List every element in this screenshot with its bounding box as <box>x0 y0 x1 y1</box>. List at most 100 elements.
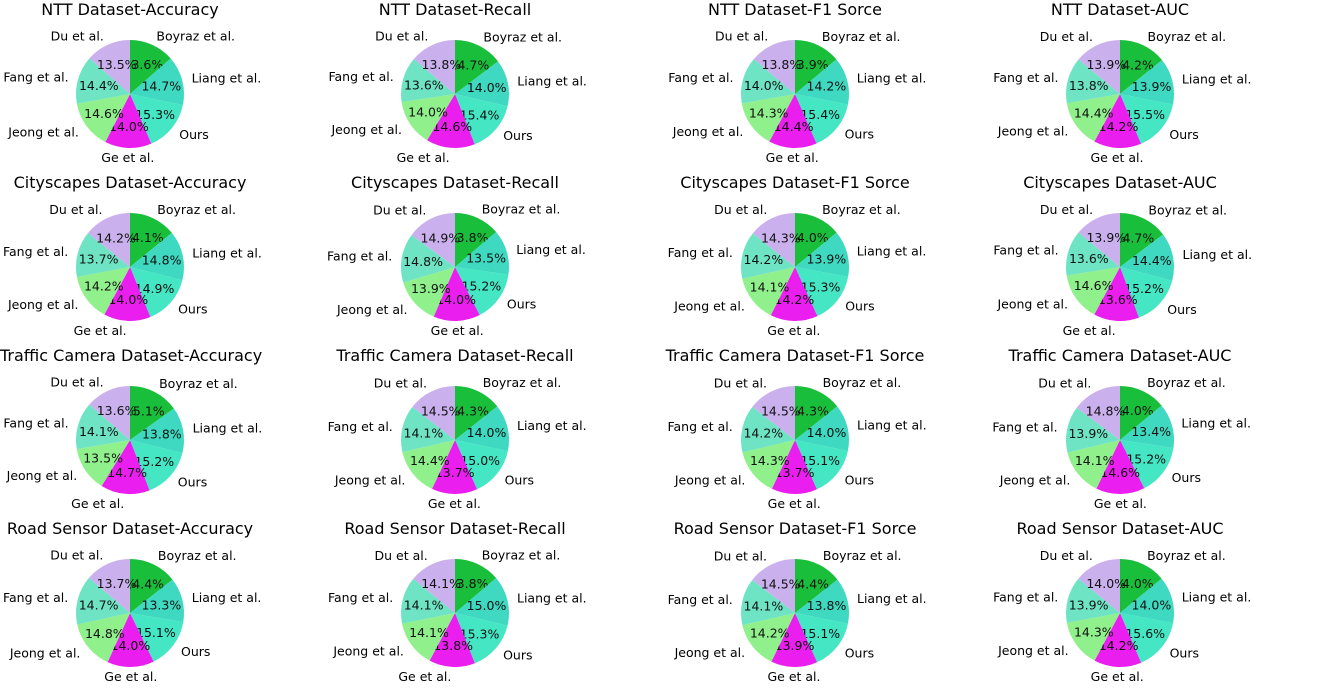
slice-category-label: Liang et al. <box>193 421 263 436</box>
slice-percent-label: 14.1% <box>404 598 444 613</box>
slice-percent-label: 14.0% <box>467 425 507 440</box>
slice-percent-label: 14.8% <box>403 254 443 269</box>
slice-percent-label: 13.9% <box>1069 597 1109 612</box>
slice-category-label: Du et al. <box>50 375 103 390</box>
chart-title: NTT Dataset-AUC <box>1050 0 1190 19</box>
pie-chart: 14.7% Boyraz et al. 14.4% Liang et al. 15.2%… <box>993 202 1252 338</box>
pie-chart: 15.1% Boyraz et al. 13.8% Liang et al. 15.2%… <box>3 375 263 512</box>
pie-slice-fang-et-al <box>401 234 455 283</box>
pie-slice-fang-et-al <box>76 404 130 450</box>
slice-percent-label: 13.9% <box>1068 426 1108 441</box>
pie-slice-jeong-et-al <box>1066 94 1120 142</box>
pie-slice-ours <box>130 267 183 318</box>
slice-category-label: Boyraz et al. <box>1147 375 1226 390</box>
slice-percent-label: 14.5% <box>761 576 801 591</box>
slice-category-label: Du et al. <box>51 28 104 43</box>
slice-percent-label: 14.2% <box>1114 57 1154 72</box>
slice-category-label: Ge et al. <box>1094 496 1147 511</box>
slice-percent-label: 14.8% <box>1086 404 1126 419</box>
slice-percent-label: 15.2% <box>1126 452 1166 467</box>
pie-panel-traffic-camera-dataset-f1-sorce: Traffic Camera Dataset-F1 Sorce 14.3% Boyr… <box>665 346 1005 517</box>
slice-percent-label: 14.0% <box>789 230 829 245</box>
slice-category-label: Du et al. <box>714 548 767 563</box>
slice-percent-label: 14.8% <box>85 626 125 641</box>
slice-category-label: Ge et al. <box>104 669 157 684</box>
pie-slice-boyraz-et-al <box>455 213 497 267</box>
slice-category-label: Liang et al. <box>857 244 927 259</box>
pie-slice-boyraz-et-al <box>130 386 174 440</box>
pie-slice-liang-et-al <box>455 61 510 107</box>
slice-percent-label: 14.0% <box>467 80 507 95</box>
pie-slice-fang-et-al <box>76 58 130 104</box>
slice-category-label: Jeong et al. <box>674 645 746 660</box>
slice-category-label: Liang et al. <box>517 73 587 88</box>
chart-title: NTT Dataset-Accuracy <box>41 0 219 19</box>
slice-category-label: Fang et al. <box>668 70 733 85</box>
slice-category-label: Ge et al. <box>74 323 127 338</box>
slice-category-label: Fang et al. <box>328 419 393 434</box>
slice-percent-label: 13.7% <box>79 252 119 267</box>
pie-slice-liang-et-al <box>1120 234 1175 281</box>
slice-category-label: Liang et al. <box>857 71 927 86</box>
slice-category-label: Jeong et al. <box>9 646 81 661</box>
pie-panel-ntt-dataset-accuracy: NTT Dataset-Accuracy 13.6% Boyraz et al. 14… <box>0 0 340 171</box>
pie-slice-ours <box>1120 440 1174 489</box>
slice-category-label: Ge et al. <box>1091 669 1144 684</box>
pie-slice-fang-et-al <box>75 233 130 277</box>
slice-percent-label: 13.8% <box>449 576 489 591</box>
slice-category-label: Liang et al. <box>192 246 262 261</box>
pie-chart: 14.3% Boyraz et al. 14.0% Liang et al. 15.1%… <box>667 375 926 511</box>
pie-slice-boyraz-et-al <box>1120 213 1164 267</box>
pie-slice-boyraz-et-al <box>130 40 171 94</box>
slice-percent-label: 13.8% <box>449 230 489 245</box>
slice-category-label: Du et al. <box>374 548 427 563</box>
slice-percent-label: 14.6% <box>84 106 124 121</box>
pie-slice-liang-et-al <box>795 579 849 624</box>
pie-slice-ge-et-al <box>771 613 818 668</box>
slice-percent-label: 13.9% <box>1086 230 1126 245</box>
slice-category-label: Ours <box>845 473 874 488</box>
slice-category-label: Du et al. <box>714 375 767 390</box>
slice-category-label: Ge et al. <box>397 150 450 165</box>
slice-percent-label: 14.1% <box>404 426 444 441</box>
slice-category-label: Jeong et al. <box>997 643 1069 658</box>
slice-category-label: Jeong et al. <box>997 124 1069 139</box>
slice-percent-label: 15.5% <box>1125 107 1165 122</box>
pie-slice-ge-et-al <box>101 440 150 494</box>
pie-slice-liang-et-al <box>795 406 849 452</box>
pie-slice-ours <box>455 267 509 316</box>
pie-slice-ge-et-al <box>107 613 154 668</box>
slice-percent-label: 14.1% <box>124 230 164 245</box>
pie-slice-ours <box>795 267 849 317</box>
pie-panel-traffic-camera-dataset-auc: Traffic Camera Dataset-AUC 14.0% Boyraz et… <box>990 346 1325 517</box>
slice-percent-label: 13.5% <box>97 57 137 72</box>
pie-panel-road-sensor-dataset-f1-sorce: Road Sensor Dataset-F1 Sorce 14.4% Boyraz … <box>665 519 1005 690</box>
slice-category-label: Liang et al. <box>192 590 262 605</box>
slice-percent-label: 14.9% <box>421 231 461 246</box>
slice-percent-label: 14.3% <box>761 230 801 245</box>
pie-slice-ours <box>795 440 848 490</box>
slice-percent-label: 14.2% <box>1099 638 1139 653</box>
slice-category-label: Fang et al. <box>992 420 1057 435</box>
slice-category-label: Fang et al. <box>668 592 733 607</box>
pie-slice-ge-et-al <box>433 267 480 321</box>
pie-slice-liang-et-al <box>1120 578 1174 624</box>
slice-percent-label: 13.6% <box>1098 292 1138 307</box>
slice-category-label: Jeong et al. <box>334 473 406 488</box>
slice-category-label: Liang et al. <box>1182 590 1252 605</box>
pie-slice-jeong-et-al <box>402 440 455 489</box>
pie-slice-du-et-al <box>752 386 795 440</box>
pie-slice-ours <box>130 440 183 491</box>
slice-percent-label: 13.7% <box>775 465 815 480</box>
slice-category-label: Ge et al. <box>767 669 820 684</box>
slice-category-label: Boyraz et al. <box>483 29 562 44</box>
pie-slice-du-et-al <box>89 559 130 613</box>
slice-percent-label: 14.6% <box>1074 278 1114 293</box>
slice-category-label: Ours <box>178 301 207 316</box>
slice-percent-label: 15.4% <box>800 107 840 122</box>
slice-percent-label: 14.0% <box>1114 576 1154 591</box>
pie-slice-fang-et-al <box>740 406 795 453</box>
pie-panel-ntt-dataset-auc: NTT Dataset-AUC 14.2% Boyraz et al. 13.9% Li… <box>990 0 1325 171</box>
pie-slice-jeong-et-al <box>742 440 795 489</box>
slice-percent-label: 13.8% <box>422 57 462 72</box>
